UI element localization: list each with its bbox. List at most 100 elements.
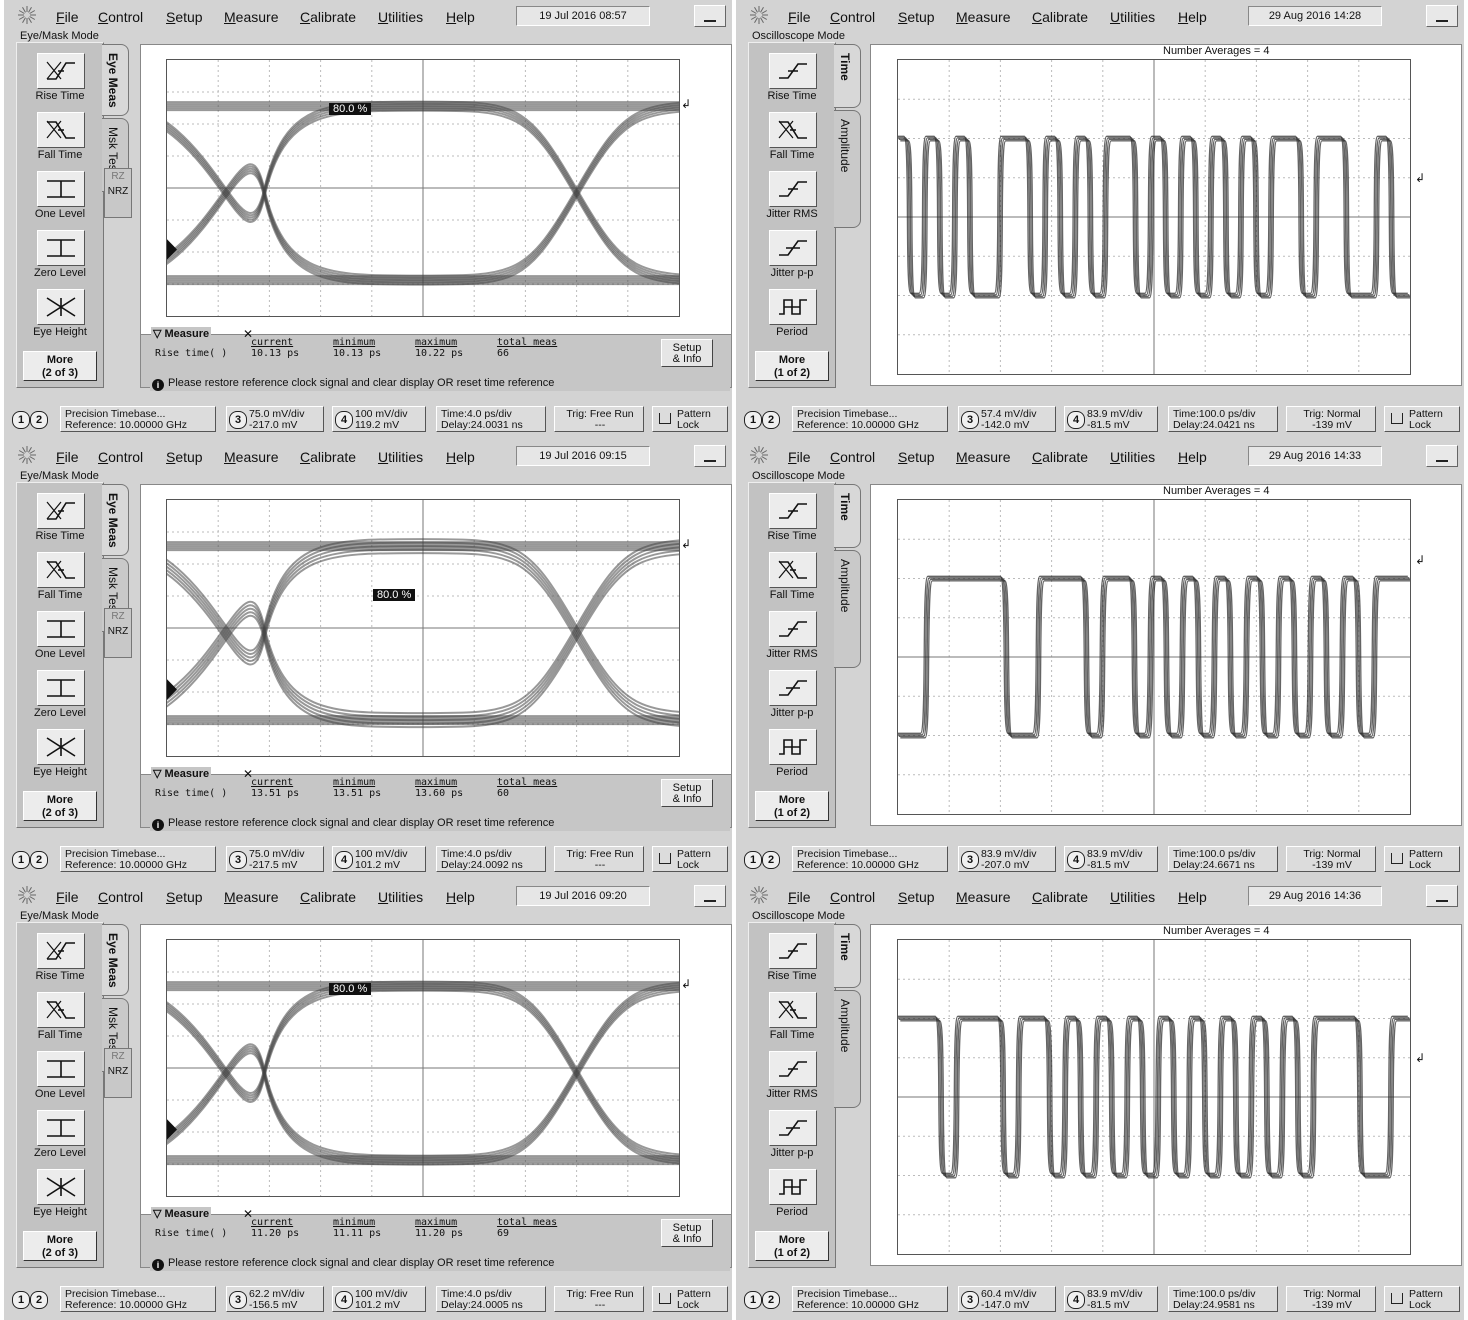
menu-utilities[interactable]: Utilities [1110,889,1156,905]
tab-eye-meas[interactable]: Eye Meas [102,484,129,556]
toolbar-jitter-p-p-button[interactable]: Jitter p-p [757,230,827,286]
menu-measure[interactable]: Measure [956,9,1011,25]
close-icon[interactable]: ✕ [243,767,254,781]
menu-calibrate[interactable]: Calibrate [300,449,357,465]
menu-calibrate[interactable]: Calibrate [300,889,357,905]
menu-setup[interactable]: Setup [898,9,935,25]
toolbar-fall-time-button[interactable]: Fall Time [757,552,827,608]
trigger-button[interactable]: Trig: Normal -139 mV [1286,406,1376,432]
toolbar-fall-time-button[interactable]: Fall Time [25,552,95,608]
menu-setup[interactable]: Setup [166,449,203,465]
channel-3-button[interactable]: 3 83.9 mV/div -207.0 mV [958,846,1056,872]
toolbar-eye-height-button[interactable]: Eye Height [25,289,95,345]
channel-4-button[interactable]: 4 83.9 mV/div -81.5 mV [1064,1286,1158,1312]
menu-control[interactable]: Control [98,9,144,25]
timebase-button[interactable]: Precision Timebase... Reference: 10.00000… [60,406,216,432]
tab-amplitude[interactable]: Amplitude [834,110,861,228]
more-button[interactable]: More (1 of 2) [755,1231,829,1261]
toolbar-zero-level-button[interactable]: Zero Level [25,230,95,286]
pattern-lock-button[interactable]: Pattern Lock [1384,846,1460,872]
more-button[interactable]: More (2 of 3) [23,791,97,821]
nrz-option[interactable]: NRZ [107,186,129,197]
toolbar-jitter-rms-button[interactable]: Jitter RMS [757,171,827,227]
rz-nrz-selector[interactable]: RZ NRZ [104,608,132,658]
trigger-button[interactable]: Trig: Free Run --- [554,1286,644,1312]
time-base-scale-button[interactable]: Time:100.0 ps/div Delay:24.9581 ns [1168,1286,1278,1312]
channel-3-button[interactable]: 3 75.0 mV/div -217.5 mV [226,846,324,872]
menu-utilities[interactable]: Utilities [378,9,424,25]
menu-file[interactable]: File [56,449,79,465]
channel-4-button[interactable]: 4 100 mV/div 119.2 mV [332,406,426,432]
menu-setup[interactable]: Setup [166,889,203,905]
toolbar-one-level-button[interactable]: One Level [25,611,95,667]
menu-setup[interactable]: Setup [166,9,203,25]
trigger-button[interactable]: Trig: Normal -139 mV [1286,846,1376,872]
menu-file[interactable]: File [788,449,811,465]
channel-3-button[interactable]: 3 60.4 mV/div -147.0 mV [958,1286,1056,1312]
toolbar-rise-time-button[interactable]: Rise Time [25,933,95,989]
timebase-button[interactable]: Precision Timebase... Reference: 10.00000… [792,406,948,432]
toolbar-rise-time-button[interactable]: Rise Time [25,53,95,109]
minimize-button[interactable] [1426,885,1458,907]
menu-help[interactable]: Help [1178,9,1207,25]
rz-nrz-selector[interactable]: RZ NRZ [104,168,132,218]
tab-time[interactable]: Time [834,44,861,108]
menu-utilities[interactable]: Utilities [378,449,424,465]
menu-control[interactable]: Control [830,9,876,25]
menu-measure[interactable]: Measure [956,889,1011,905]
measure-title[interactable]: ▽ Measure [151,1207,212,1220]
menu-help[interactable]: Help [446,9,475,25]
menu-file[interactable]: File [788,889,811,905]
menu-measure[interactable]: Measure [224,9,279,25]
menu-file[interactable]: File [56,9,79,25]
toolbar-zero-level-button[interactable]: Zero Level [25,670,95,726]
minimize-button[interactable] [694,445,726,467]
timebase-button[interactable]: Precision Timebase... Reference: 10.00000… [60,846,216,872]
nrz-option[interactable]: NRZ [107,626,129,637]
pattern-lock-button[interactable]: Pattern Lock [1384,406,1460,432]
time-base-scale-button[interactable]: Time:100.0 ps/div Delay:24.0421 ns [1168,406,1278,432]
menu-measure[interactable]: Measure [224,449,279,465]
menu-control[interactable]: Control [98,449,144,465]
rz-nrz-selector[interactable]: RZ NRZ [104,1048,132,1098]
pattern-lock-button[interactable]: Pattern Lock [652,406,728,432]
menu-setup[interactable]: Setup [898,449,935,465]
toolbar-zero-level-button[interactable]: Zero Level [25,1110,95,1166]
close-icon[interactable]: ✕ [243,327,254,341]
toolbar-rise-time-button[interactable]: Rise Time [757,493,827,549]
menu-help[interactable]: Help [1178,889,1207,905]
menu-file[interactable]: File [56,889,79,905]
setup-info-button[interactable]: Setup & Info [661,779,713,807]
measure-title[interactable]: ▽ Measure [151,767,212,780]
toolbar-eye-height-button[interactable]: Eye Height [25,729,95,785]
menu-measure[interactable]: Measure [224,889,279,905]
menu-utilities[interactable]: Utilities [1110,449,1156,465]
menu-file[interactable]: File [788,9,811,25]
menu-measure[interactable]: Measure [956,449,1011,465]
toolbar-rise-time-button[interactable]: Rise Time [757,933,827,989]
close-icon[interactable]: ✕ [243,1207,254,1221]
menu-control[interactable]: Control [98,889,144,905]
menu-utilities[interactable]: Utilities [378,889,424,905]
minimize-button[interactable] [1426,445,1458,467]
menu-calibrate[interactable]: Calibrate [1032,9,1089,25]
time-base-scale-button[interactable]: Time:4.0 ps/div Delay:24.0031 ns [436,406,546,432]
toolbar-rise-time-button[interactable]: Rise Time [757,53,827,109]
channel-3-button[interactable]: 3 75.0 mV/div -217.0 mV [226,406,324,432]
time-base-scale-button[interactable]: Time:100.0 ps/div Delay:24.6671 ns [1168,846,1278,872]
pattern-lock-button[interactable]: Pattern Lock [1384,1286,1460,1312]
toolbar-one-level-button[interactable]: One Level [25,171,95,227]
time-base-scale-button[interactable]: Time:4.0 ps/div Delay:24.0092 ns [436,846,546,872]
menu-calibrate[interactable]: Calibrate [1032,889,1089,905]
rz-option[interactable]: RZ [111,1051,125,1062]
toolbar-period-button[interactable]: Period [757,289,827,345]
more-button[interactable]: More (1 of 2) [755,351,829,381]
measure-title[interactable]: ▽ Measure [151,327,212,340]
toolbar-jitter-rms-button[interactable]: Jitter RMS [757,611,827,667]
nrz-option[interactable]: NRZ [107,1066,129,1077]
